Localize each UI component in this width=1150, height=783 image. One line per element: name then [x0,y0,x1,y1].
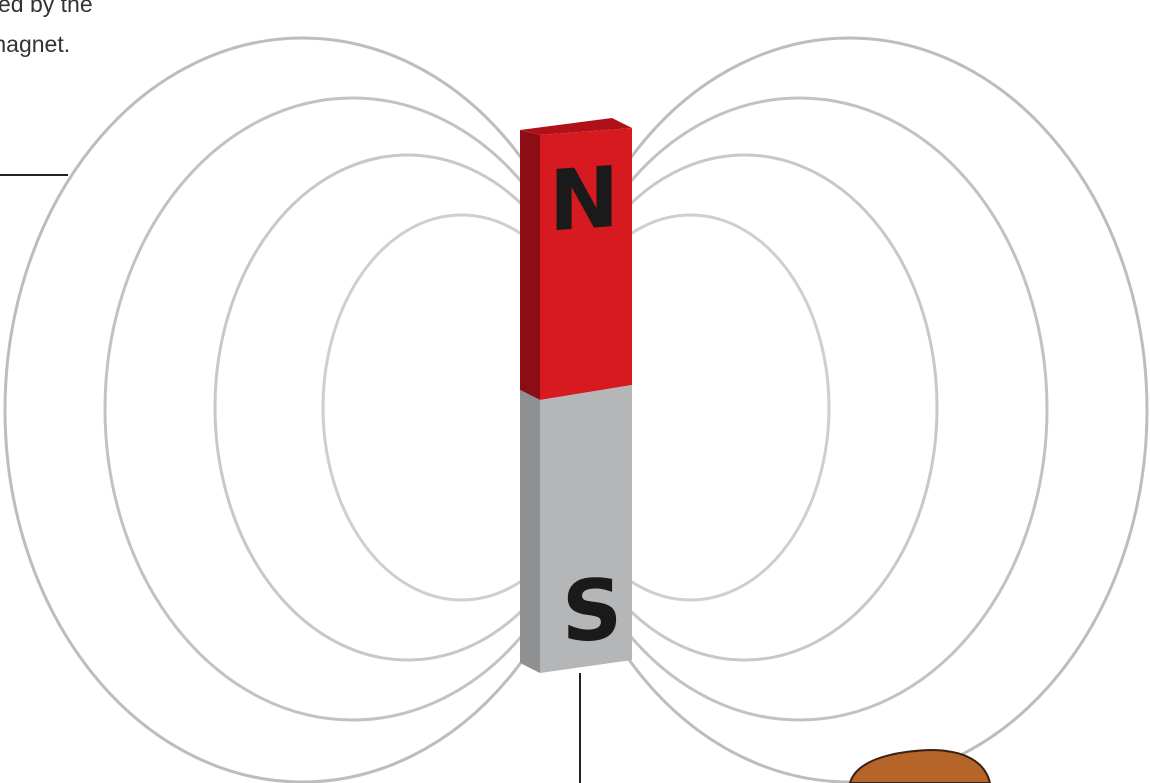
south-label: S [562,560,623,662]
page: {"caption": {"line1": "ed by the", "line… [0,0,1150,783]
caption-text: magnet. [0,31,70,57]
diagram: N S ed by the magnet. [0,0,1150,783]
magnet-south-side [520,390,540,673]
object-edge [850,750,990,783]
caption-text: ed by the [0,0,93,17]
field-line [5,38,600,782]
north-label: N [549,148,619,251]
magnet: N S [520,118,632,673]
magnet-north-side [520,130,540,400]
field-line [552,38,1147,782]
